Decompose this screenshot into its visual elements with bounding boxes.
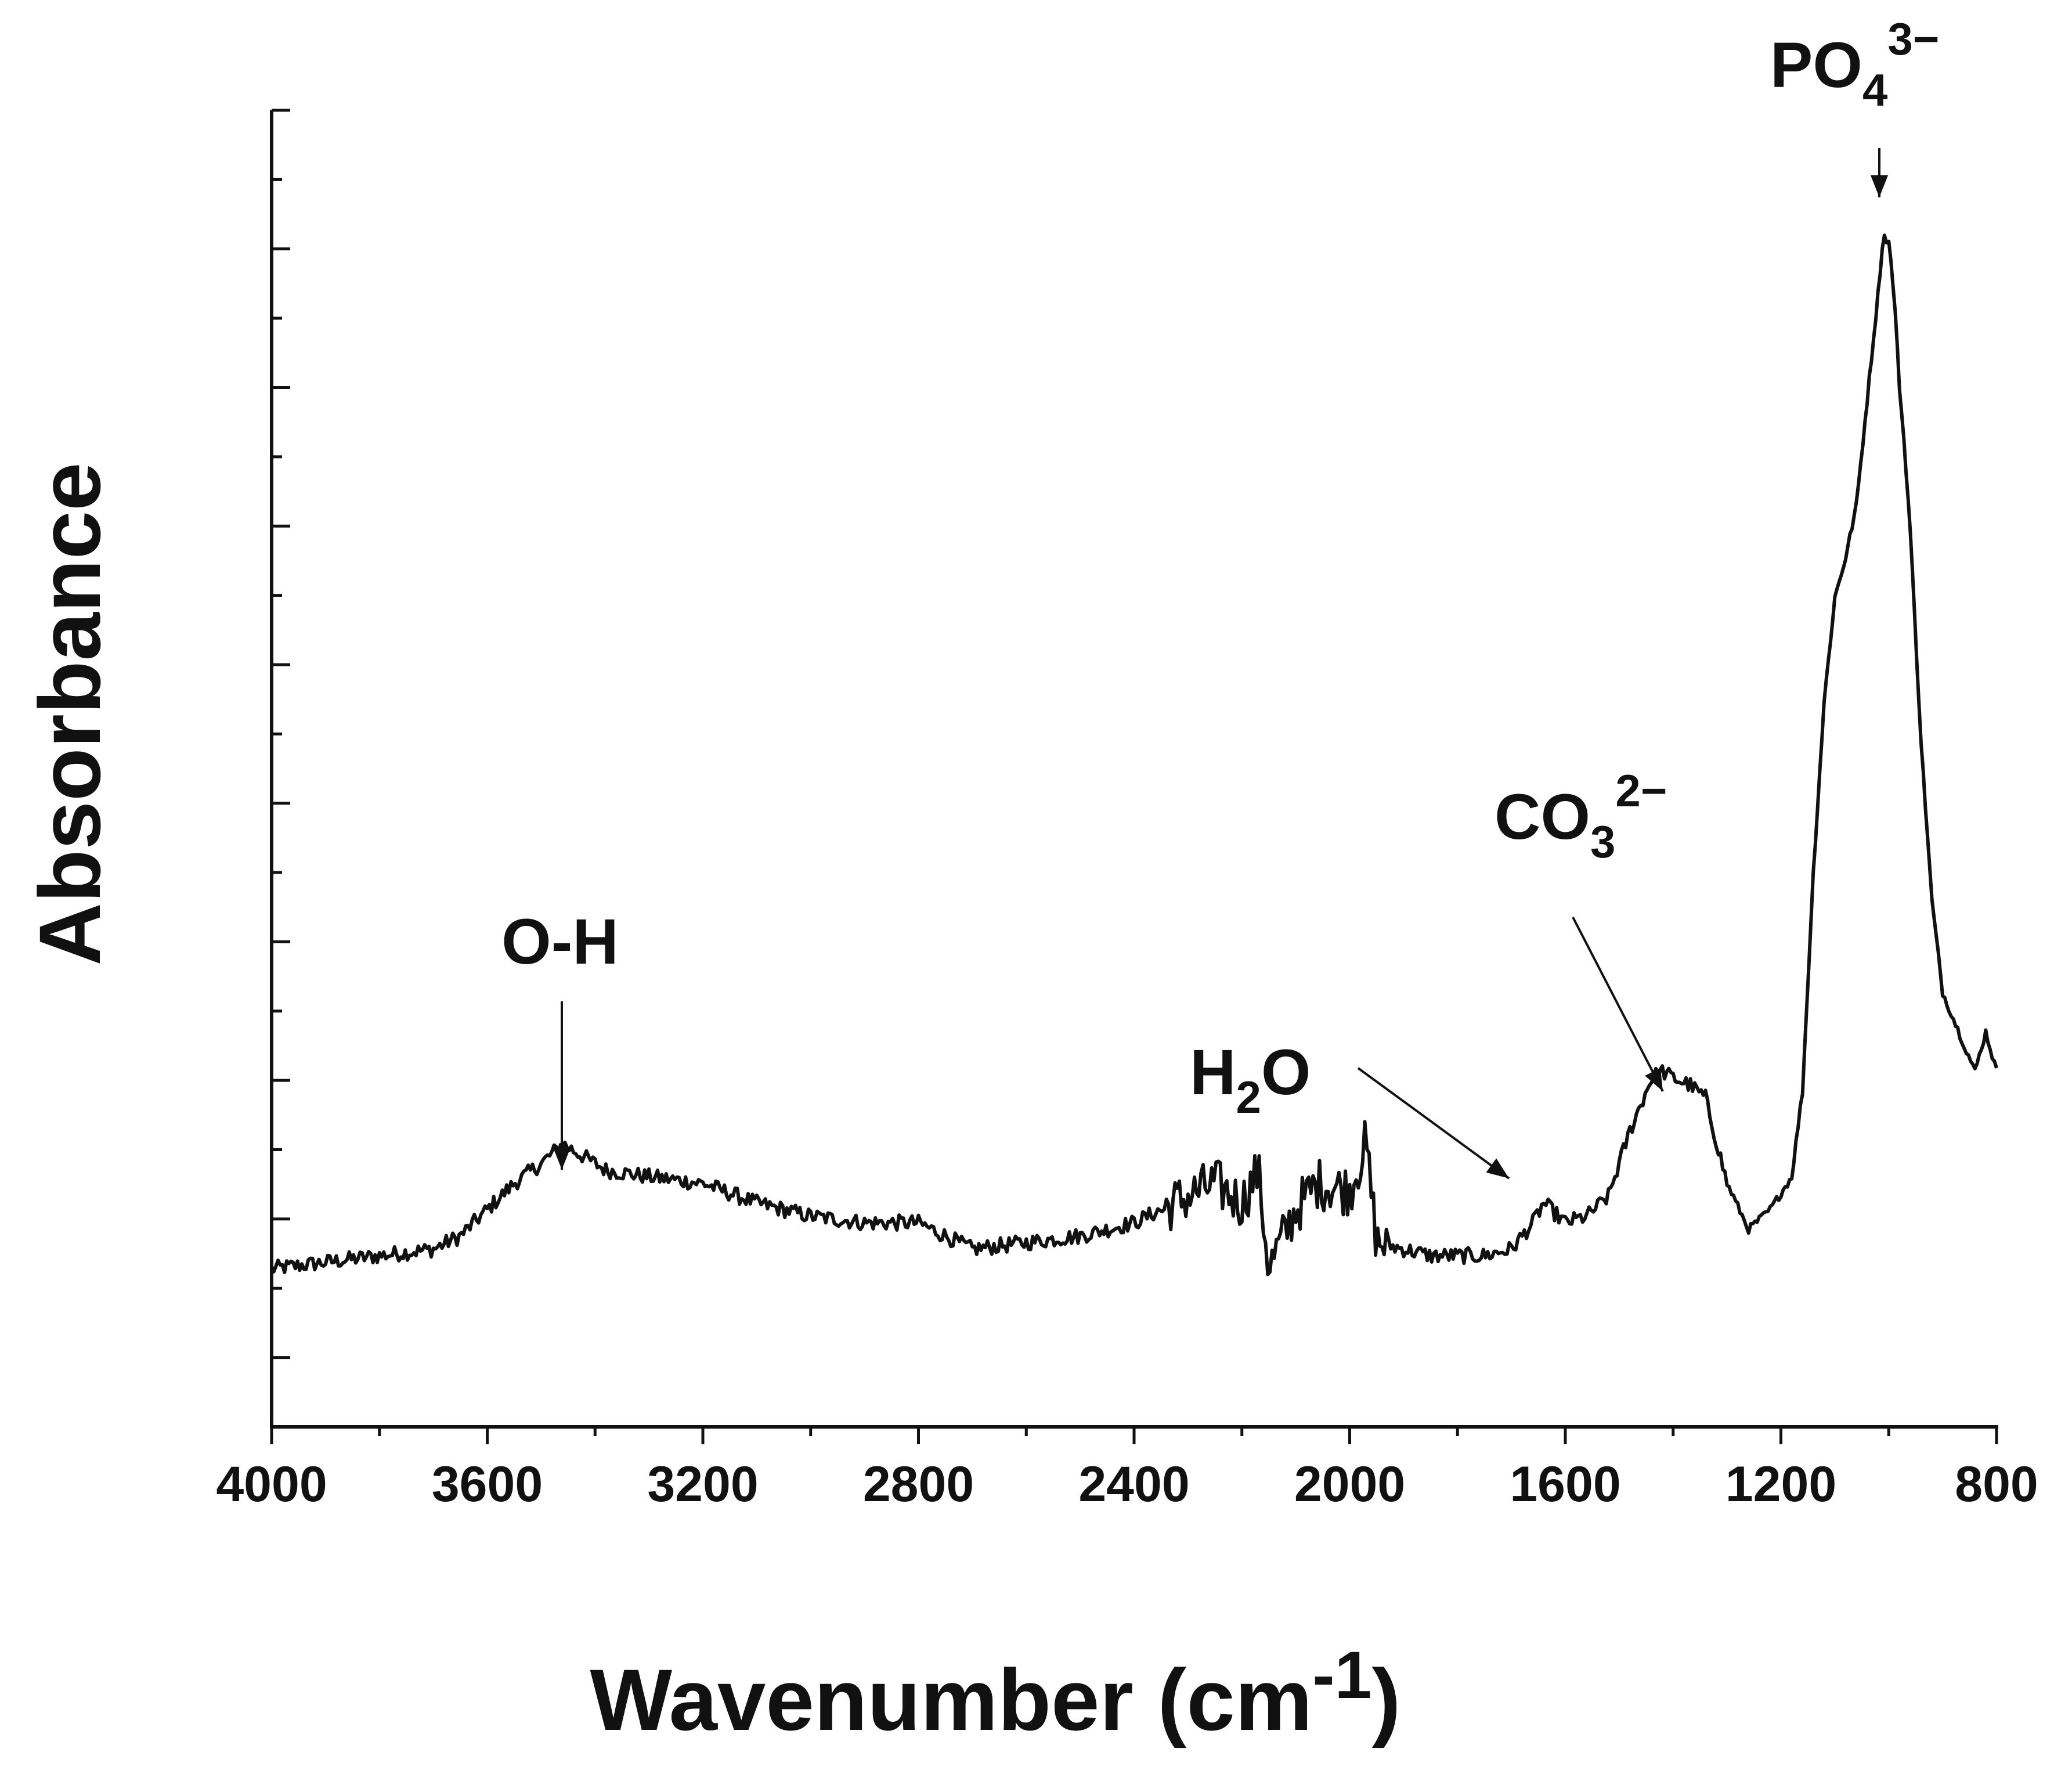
x-axis-title-main: Wavenumber (cm [590,1651,1313,1748]
x-axis-title-close: ) [1372,1651,1401,1748]
x-tick-label: 800 [1955,1456,2038,1512]
annotation-co3: CO32− [1495,765,1667,1092]
annotation-subscript: 4 [1862,64,1887,116]
annotation-superscript: 2− [1615,765,1667,816]
axis-ticks: 4000 3600 3200 2800 2400 2000 1600 1200 800 [216,109,2038,1512]
axes [270,110,1998,1429]
x-tick-label: 4000 [216,1456,327,1512]
annotation-label-text: PO [1770,30,1862,101]
annotation-superscript: 3− [1887,13,1939,64]
x-tick-label: 1600 [1510,1456,1620,1512]
x-tick-label: 2400 [1078,1456,1189,1512]
annotations: O-H H2O CO32− PO43− [501,13,1939,1180]
annotation-label-text: CO [1495,781,1590,853]
y-axis-title: Absorbance [21,463,118,966]
annotation-subscript: 2 [1236,1072,1261,1123]
x-tick-label: 3600 [432,1456,543,1512]
annotation-arrow-head [1871,175,1888,197]
annotation-oh: O-H [501,906,619,1170]
x-tick-label: 1200 [1726,1456,1836,1512]
annotation-po4-label: PO43− [1770,13,1939,116]
annotation-subscript: 3 [1590,816,1615,867]
series-group [270,233,1998,1277]
annotation-po4: PO43− [1770,13,1939,197]
absorbance-spectrum-line [270,233,1998,1277]
annotation-label-text: O-H [501,906,619,978]
annotation-oh-label: O-H [501,906,619,978]
annotation-h2o: H2O [1190,1037,1510,1180]
annotation-h2o-label: H2O [1190,1037,1311,1123]
x-tick-label: 2800 [863,1456,974,1512]
annotation-co3-label: CO32− [1495,765,1667,867]
x-tick-label: 3200 [647,1456,758,1512]
x-axis-title: Wavenumber (cm-1) [590,1638,1401,1748]
annotation-label-text: H [1190,1037,1236,1108]
annotation-label-text-after: O [1261,1037,1311,1108]
annotation-arrow-shaft [1357,1067,1510,1180]
x-tick-label: 2000 [1294,1456,1405,1512]
x-axis-title-superscript: -1 [1312,1638,1371,1712]
annotation-arrow-head [1645,1068,1663,1091]
annotation-arrow-shaft [1572,917,1664,1092]
annotation-arrow-head [1486,1158,1509,1178]
annotation-arrow-head [553,1148,571,1170]
